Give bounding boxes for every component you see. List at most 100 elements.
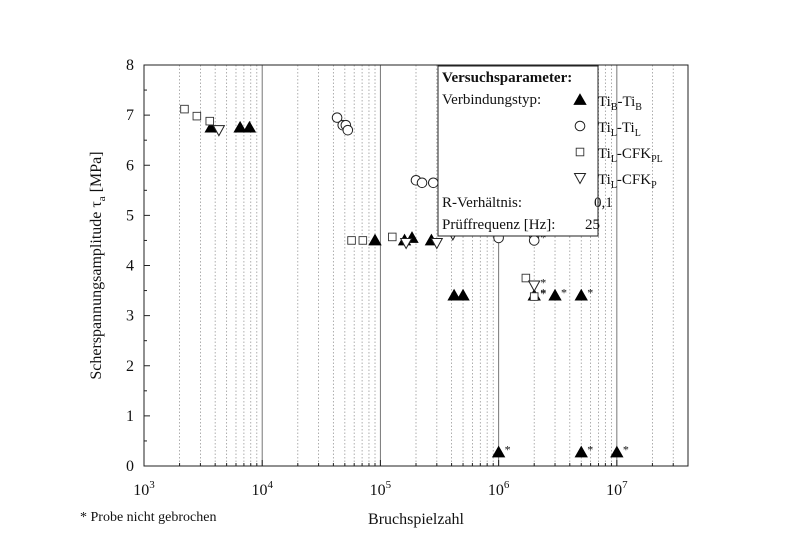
legend-entry-sub: L — [635, 128, 641, 139]
y-tick-label: 1 — [126, 408, 134, 425]
data-point — [574, 445, 588, 458]
x-tick-label: 103 — [133, 479, 155, 499]
not-broken-star: * — [540, 230, 546, 244]
legend-entry-name: -CFK — [617, 172, 651, 188]
data-point — [342, 124, 354, 136]
x-tick-label: 107 — [606, 479, 628, 499]
y-axis-title-subscript: a — [96, 196, 108, 201]
legend-entry: TiL-TiL — [598, 120, 641, 139]
y-tick-label: 5 — [126, 207, 134, 224]
data-point — [574, 288, 588, 301]
data-point — [491, 445, 506, 458]
legend-title: Versuchsparameter: — [442, 70, 572, 86]
x-tick-label-base: 10 — [488, 482, 504, 499]
data-point — [212, 125, 226, 137]
series-4: * — [212, 125, 546, 293]
data-point — [529, 292, 539, 301]
y-tick-label: 2 — [126, 358, 134, 375]
y-axis-title-unit: [MPa] — [88, 151, 105, 196]
data-point — [388, 232, 397, 242]
data-point — [205, 116, 215, 126]
x-tick-label-base: 10 — [133, 482, 149, 499]
legend-marker — [573, 173, 587, 185]
legend-ratio-label: R-Verhältnis: — [442, 195, 522, 211]
series-3: * — [180, 104, 546, 301]
legend-entry-sub: PL — [651, 154, 663, 165]
y-tick-label: 7 — [126, 107, 134, 124]
not-broken-star: * — [561, 286, 567, 300]
x-tick-label-exponent: 3 — [149, 479, 155, 491]
legend-entry: TiL-CFKP — [598, 172, 657, 191]
y-tick-label: 3 — [126, 308, 134, 325]
data-point — [180, 104, 189, 114]
legend-marker — [573, 93, 587, 105]
x-tick-label-exponent: 7 — [622, 479, 628, 491]
x-tick-label-exponent: 6 — [504, 479, 510, 491]
legend-frequency-value: 25 — [585, 217, 600, 233]
x-tick-label: 105 — [370, 479, 392, 499]
legend-frequency-label: Prüffrequenz [Hz]: — [442, 217, 555, 233]
data-points: *********** — [180, 104, 629, 458]
y-tick-label: 6 — [126, 157, 134, 174]
legend-entry-name: Ti — [598, 172, 611, 188]
not-broken-star: * — [623, 442, 629, 456]
legend-entry: TiB-TiB — [598, 94, 642, 113]
x-tick-label-exponent: 5 — [386, 479, 392, 491]
vertical-minor-grid — [179, 65, 689, 466]
data-point — [521, 273, 531, 283]
not-broken-star: * — [540, 286, 546, 300]
not-broken-star: * — [587, 286, 593, 300]
legend-marker — [574, 120, 586, 132]
y-tick-label: 4 — [126, 258, 134, 275]
legend-entry-sub: B — [635, 102, 642, 113]
x-tick-label: 104 — [251, 479, 273, 499]
x-axis-title: Bruchspielzahl — [368, 511, 465, 528]
x-tick-label-base: 10 — [251, 482, 267, 499]
legend-entry-name: Ti — [598, 146, 611, 162]
legend-marker — [575, 147, 585, 157]
legend-entry-sub: L — [611, 128, 617, 139]
legend-entry-sub: L — [611, 180, 617, 191]
legend-entry-name: -CFK — [617, 146, 651, 162]
data-point — [548, 288, 562, 301]
x-tick-label-exponent: 4 — [267, 479, 273, 491]
data-point — [242, 120, 257, 133]
data-point — [427, 177, 439, 189]
data-point — [447, 288, 461, 301]
legend-box — [437, 65, 599, 237]
vertical-major-grid — [261, 65, 618, 466]
legend-entry-name: Ti — [598, 94, 611, 110]
data-point — [331, 112, 343, 123]
legend-entry-sub: P — [651, 180, 657, 191]
data-point — [399, 237, 413, 250]
y-tick-label: 0 — [126, 458, 134, 475]
not-broken-star: * — [540, 276, 546, 290]
not-broken-star: * — [587, 442, 593, 456]
legend-entry-name: -Ti — [617, 94, 635, 110]
not-broken-star: * — [505, 442, 511, 456]
legend-entry-sub: L — [611, 154, 617, 165]
y-axis-title-main: Scherspannungsamplitude τ — [88, 201, 105, 380]
legend-entry-name: -Ti — [617, 120, 635, 136]
not-broken-star: * — [540, 287, 546, 301]
series-2: *** — [331, 112, 546, 246]
data-point — [192, 111, 202, 121]
x-tick-label-base: 10 — [606, 482, 622, 499]
y-tick-label: 8 — [126, 57, 134, 74]
data-point — [347, 236, 356, 245]
x-tick-label: 106 — [488, 479, 510, 499]
data-point — [527, 280, 541, 293]
data-point — [358, 236, 368, 245]
footnote: * Probe nicht gebrochen — [80, 510, 216, 525]
legend-entry-name: Ti — [598, 120, 611, 136]
legend-entry: TiL-CFKPL — [598, 146, 663, 165]
data-point — [416, 177, 428, 189]
data-point — [430, 237, 444, 250]
x-axis-ticks: 103 104 105 106 107 — [133, 460, 689, 499]
data-point — [456, 288, 470, 301]
legend: Versuchsparameter:Verbindungstyp: TiB-TiB… — [437, 65, 663, 237]
y-axis-ticks: 0 1 2 3 4 5 6 7 8 — [126, 57, 150, 475]
y-axis-title: Scherspannungsamplitude τa [MPa] — [88, 151, 108, 379]
data-point — [233, 120, 247, 133]
